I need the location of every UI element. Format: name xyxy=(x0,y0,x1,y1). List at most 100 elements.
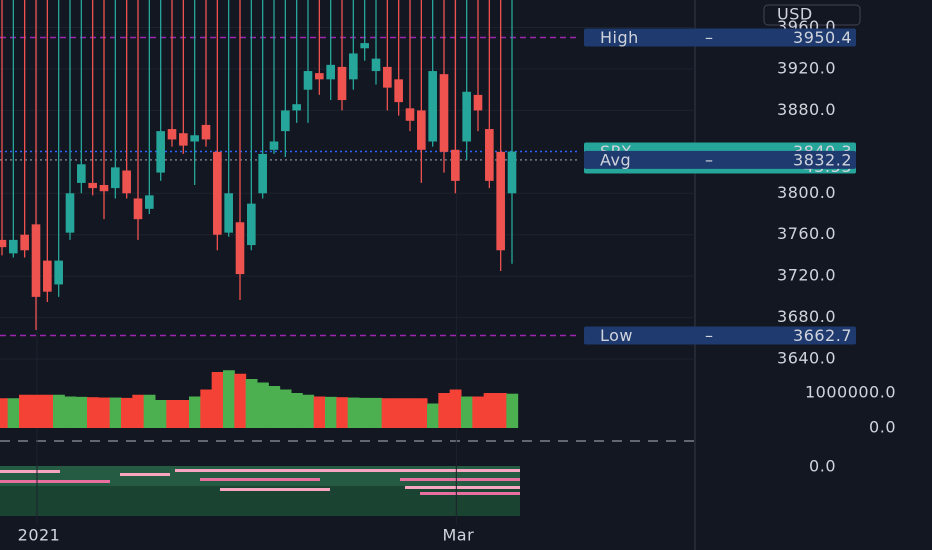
y-tick-label: 3920.0 xyxy=(777,58,836,77)
candle-body xyxy=(54,260,63,285)
volume-bar xyxy=(370,397,383,428)
heatmap-stripe xyxy=(200,478,320,481)
volume-bar xyxy=(302,394,315,428)
volume-bar xyxy=(449,389,462,428)
volume-bar xyxy=(313,396,326,428)
badge-value: 3662.7 xyxy=(793,326,852,345)
price-badge xyxy=(584,28,856,47)
candle-body xyxy=(77,164,86,183)
candle-body xyxy=(473,94,483,111)
candle-body xyxy=(428,71,437,142)
x-tick-label: Mar xyxy=(442,526,474,545)
volume-bar xyxy=(0,398,9,428)
volume-bar xyxy=(506,393,519,428)
candle-body xyxy=(213,151,222,235)
candle-body xyxy=(99,185,109,192)
heatmap-stripe xyxy=(120,473,170,476)
badge-value: 3832.2 xyxy=(793,150,852,169)
badge-dash: – xyxy=(705,326,714,345)
candle-body xyxy=(179,133,188,146)
heatmap-stripe xyxy=(405,486,520,489)
volume-bar xyxy=(30,394,43,428)
volume-bar xyxy=(415,398,428,428)
candle-body xyxy=(349,53,358,80)
volume-bar xyxy=(268,385,281,428)
volume-bar xyxy=(143,394,156,428)
candle-body xyxy=(360,43,369,49)
currency-label: USD xyxy=(777,5,813,24)
candle-body xyxy=(31,224,41,297)
volume-bar xyxy=(87,397,99,428)
volume-tick-label: 0.0 xyxy=(869,418,896,437)
candle-body xyxy=(190,135,199,142)
candle-body xyxy=(122,170,131,194)
volume-bar xyxy=(121,397,133,428)
candle-body xyxy=(43,260,52,292)
candle-body xyxy=(371,58,381,72)
x-tick-label: 2021 xyxy=(18,526,61,545)
volume-bar xyxy=(393,398,405,428)
price-badge xyxy=(584,150,856,169)
volume-tick-label: 1000000.0 xyxy=(805,382,896,401)
volume-bar xyxy=(359,397,371,428)
candle-body xyxy=(496,151,505,251)
volume-bar xyxy=(347,397,360,428)
volume-bar xyxy=(53,394,65,428)
volume-bar xyxy=(19,394,31,428)
volume-bar xyxy=(7,398,20,428)
candle-body xyxy=(417,110,426,150)
badge-label: Avg xyxy=(600,150,631,169)
y-tick-label: 3760.0 xyxy=(777,224,836,243)
y-tick-label: 3880.0 xyxy=(777,100,836,119)
candle-body xyxy=(235,222,245,275)
candle-body xyxy=(145,195,154,209)
candle-body xyxy=(281,110,290,132)
candle-body xyxy=(111,167,120,189)
heatmap-stripe xyxy=(420,492,520,495)
heatmap-stripe xyxy=(0,470,60,473)
candle-body xyxy=(315,73,324,80)
volume-bar xyxy=(472,396,485,428)
candle-body xyxy=(20,234,29,251)
volume-bar xyxy=(461,396,473,428)
candle-body xyxy=(269,141,279,150)
candle-body xyxy=(9,239,18,254)
candle-body xyxy=(462,91,471,142)
volume-bar xyxy=(155,399,167,428)
volume-bar xyxy=(177,399,190,428)
volume-bar xyxy=(41,394,54,428)
volume-bar xyxy=(483,392,496,428)
volume-bar xyxy=(279,389,292,428)
volume-bar xyxy=(109,397,122,428)
volume-bar xyxy=(495,392,507,428)
candle-body xyxy=(133,198,143,220)
currency-box xyxy=(763,4,861,26)
candle-body xyxy=(224,193,233,233)
badge-dash: – xyxy=(705,150,714,169)
candle-body xyxy=(394,79,403,103)
candle-body xyxy=(156,131,165,173)
volume-bar xyxy=(404,398,417,428)
lower-pane xyxy=(0,466,520,516)
volume-bar xyxy=(64,396,77,428)
volume-bar xyxy=(211,371,224,428)
heatmap-stripe xyxy=(175,469,520,472)
candle-body xyxy=(383,66,392,88)
volume-bar xyxy=(427,403,439,428)
volume-bar xyxy=(381,398,394,428)
candle-body xyxy=(303,71,313,90)
candle-body xyxy=(201,124,211,140)
badge-label: High xyxy=(600,28,639,47)
volume-bar xyxy=(132,394,145,428)
candle-body xyxy=(247,203,256,246)
volume-bar xyxy=(166,399,179,428)
heatmap-stripe xyxy=(220,488,330,491)
candle-body xyxy=(439,74,449,152)
candle-body xyxy=(258,153,267,194)
volume-bar xyxy=(438,392,451,428)
candle-body xyxy=(88,182,97,189)
volume-bar xyxy=(75,396,88,428)
